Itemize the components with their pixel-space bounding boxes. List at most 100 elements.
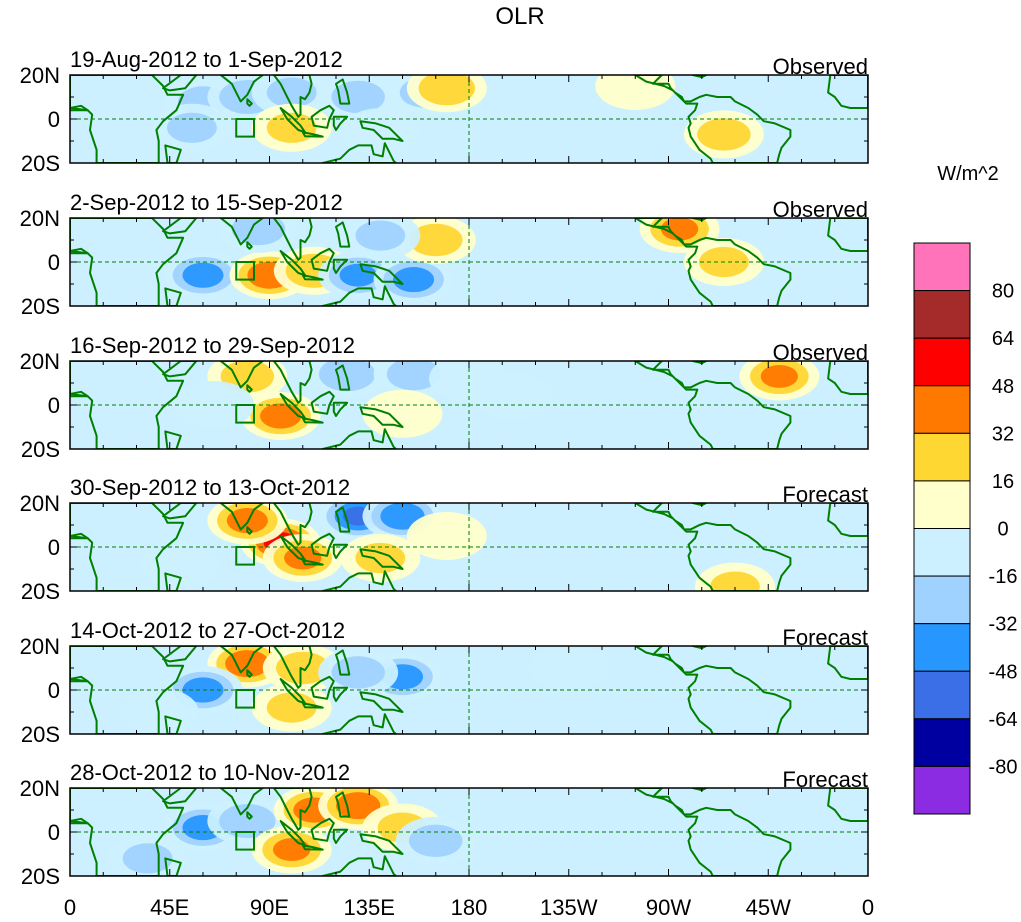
coastline: [321, 285, 397, 306]
colorbar-swatch: [913, 242, 971, 292]
panel-period-label: 14-Oct-2012 to 27-Oct-2012: [70, 618, 345, 643]
coastline: [359, 120, 404, 142]
y-tick-label: 20N: [20, 63, 60, 88]
colorbar-tick-label: 64: [992, 328, 1014, 350]
coastline: [246, 526, 253, 535]
coastline: [162, 788, 198, 805]
x-tick-label: 0: [64, 895, 76, 920]
coastline: [634, 788, 792, 876]
panel-period-label: 19-Aug-2012 to 1-Sep-2012: [70, 47, 343, 72]
anomaly-blob: [406, 512, 487, 560]
chart-title: OLR: [495, 3, 544, 30]
anomaly-blob: [251, 683, 332, 732]
coastline: [70, 675, 89, 683]
coastline: [164, 857, 182, 876]
coastline: [827, 361, 868, 395]
anomaly-blob: [340, 218, 421, 260]
panel: 20N 0 20S 30-Sep-2012 to 13-Oct-2012 Forecas…: [20, 475, 869, 604]
coastline: [332, 258, 349, 274]
coastline: [164, 430, 182, 449]
coastline: [246, 811, 253, 820]
panel-period-label: 28-Oct-2012 to 10-Nov-2012: [70, 760, 350, 785]
coastline: [164, 287, 182, 306]
coastline: [691, 503, 708, 507]
colorbar-swatch: [913, 337, 971, 387]
coastline: [332, 686, 349, 702]
coastline: [335, 221, 351, 248]
coastline: [691, 646, 708, 650]
coastline: [70, 532, 89, 540]
colorbar-tick-label: 80: [992, 281, 1014, 303]
colorbar-swatch: [913, 480, 971, 529]
colorbar-swatch: [913, 575, 971, 625]
y-tick-label: 20S: [21, 294, 60, 319]
coastline: [70, 218, 185, 306]
coastline: [246, 384, 253, 393]
panel-kind-label: Forecast: [782, 625, 868, 650]
panel-kind-label: Forecast: [782, 767, 868, 792]
coastline: [162, 646, 198, 663]
coastline: [310, 390, 335, 415]
reference-box: [235, 404, 255, 424]
coastline: [827, 646, 868, 680]
coastline: [634, 646, 792, 734]
coastline: [301, 702, 324, 709]
coastline: [310, 817, 335, 842]
x-axis-ticks: 0 45E 90E 135E 180 135W 90W 45W 0: [64, 895, 874, 920]
coastline: [827, 503, 868, 537]
coastline: [272, 646, 313, 689]
coastline: [359, 833, 404, 855]
y-tick-label: 0: [48, 678, 60, 703]
coastline: [272, 361, 313, 404]
anomaly-blob: [163, 251, 243, 300]
panel-period-label: 2-Sep-2012 to 15-Sep-2012: [70, 190, 343, 215]
colorbar-tick-label: -32: [989, 614, 1018, 636]
anomaly-blob: [739, 361, 820, 401]
colorbar-tick-label: 32: [992, 423, 1014, 445]
y-tick-label: 20N: [20, 206, 60, 231]
coastline: [162, 218, 198, 235]
coastline: [219, 788, 264, 816]
colorbar-swatch: [913, 765, 971, 815]
colorbar-tick-label: -80: [989, 756, 1018, 778]
coastline: [162, 503, 198, 520]
x-tick-label: 45E: [150, 895, 189, 920]
coastline: [335, 649, 351, 676]
coastline: [335, 791, 351, 818]
coastline: [70, 788, 185, 876]
coastline: [70, 247, 89, 255]
panels: 20N 0 20S 19-Aug-2012 to 1-Sep-2012 Observed…: [20, 47, 869, 889]
colorbar-swatch: [913, 528, 971, 577]
coastline: [301, 559, 324, 566]
coastline: [70, 104, 89, 112]
anomaly-blob: [362, 389, 443, 438]
coastline: [335, 364, 351, 391]
coastline: [301, 844, 324, 851]
y-tick-label: 20N: [20, 634, 60, 659]
coastline: [301, 131, 324, 138]
coastline: [272, 788, 313, 831]
coastline: [691, 788, 708, 792]
coastline: [634, 503, 792, 591]
coastline: [310, 532, 335, 557]
x-tick-label: 180: [451, 895, 488, 920]
anomaly-blob: [151, 103, 232, 152]
coastline: [332, 115, 349, 131]
coastline: [70, 646, 185, 734]
colorbar-swatch: [913, 385, 971, 434]
coastline: [827, 75, 868, 109]
y-tick-label: 0: [48, 820, 60, 845]
coastline: [321, 855, 397, 876]
colorbar: 80 64 48 32 16 0 -16 -32 -48 -64 -80: [913, 242, 1018, 815]
colorbar-tick-label: 0: [997, 519, 1008, 541]
coastline: [359, 263, 404, 285]
panel-kind-label: Observed: [773, 54, 868, 79]
y-tick-label: 20N: [20, 349, 60, 374]
x-tick-label: 0: [862, 895, 874, 920]
panel-kind-label: Observed: [773, 197, 868, 222]
coastline: [691, 218, 708, 222]
y-tick-label: 20N: [20, 491, 60, 516]
coastline: [335, 78, 351, 105]
coastline: [332, 401, 349, 417]
colorbar-swatch: [913, 623, 971, 672]
